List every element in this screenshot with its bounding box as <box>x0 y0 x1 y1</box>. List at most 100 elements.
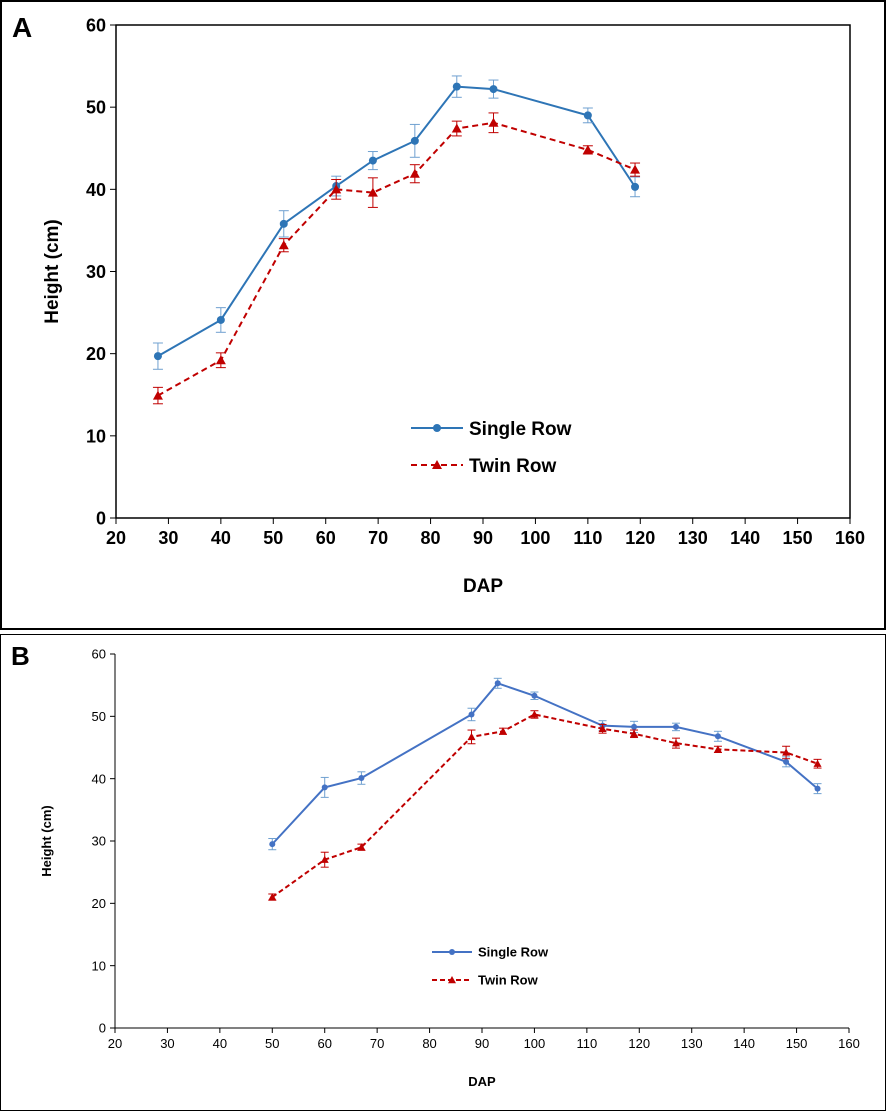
x-tick-label: 120 <box>628 1036 650 1051</box>
x-tick-label: 80 <box>422 1036 436 1051</box>
x-tick-label: 160 <box>835 528 865 548</box>
data-point-twin-row <box>582 144 593 154</box>
x-tick-label: 70 <box>370 1036 384 1051</box>
data-point-single-row <box>452 82 461 91</box>
data-point-twin-row <box>713 745 722 753</box>
x-tick-label: 20 <box>106 528 126 548</box>
data-point-single-row <box>368 156 377 165</box>
series-line-twin-row <box>157 121 636 397</box>
data-point-single-row <box>494 680 501 687</box>
data-point-twin-row <box>357 843 366 851</box>
y-tick-label: 30 <box>92 834 106 849</box>
y-tick-label: 50 <box>92 709 106 724</box>
data-point-single-row <box>269 841 276 848</box>
x-tick-label: 40 <box>213 1036 227 1051</box>
legend-label-single-row: Single Row <box>478 945 549 960</box>
legend-label-twin-row: Twin Row <box>478 973 539 988</box>
x-tick-label: 110 <box>573 528 602 548</box>
data-point-single-row <box>153 352 162 361</box>
x-tick-label: 30 <box>158 528 178 548</box>
data-point-twin-row <box>813 759 822 767</box>
y-axis-title: Height (cm) <box>42 219 63 324</box>
data-point-twin-row <box>152 390 163 400</box>
data-point-single-row <box>783 758 790 765</box>
legend-marker-single-row <box>449 949 455 955</box>
legend-marker-twin-row <box>432 460 442 469</box>
x-tick-label: 40 <box>211 528 231 548</box>
data-point-single-row <box>814 785 821 792</box>
data-point-twin-row <box>409 168 420 178</box>
plot-area-frame <box>115 24 851 519</box>
x-tick-label: 160 <box>838 1036 860 1051</box>
legend-label-single-row: Single Row <box>469 419 572 440</box>
data-point-single-row <box>631 182 640 191</box>
data-point-single-row <box>631 723 638 730</box>
data-point-twin-row <box>331 184 342 194</box>
x-axis-title: DAP <box>463 576 503 597</box>
data-point-single-row <box>358 775 365 782</box>
data-point-twin-row <box>367 187 378 197</box>
y-tick-label: 20 <box>86 344 106 364</box>
data-point-twin-row <box>467 732 476 741</box>
data-point-twin-row <box>498 727 507 735</box>
panel-label-a: A <box>12 12 33 43</box>
y-tick-label: 60 <box>86 15 106 35</box>
y-tick-label: 60 <box>92 647 106 662</box>
x-tick-label: 60 <box>317 1036 331 1051</box>
x-tick-label: 80 <box>421 528 441 548</box>
x-tick-label: 50 <box>265 1036 279 1051</box>
data-point-single-row <box>672 723 679 730</box>
y-tick-label: 20 <box>92 896 106 911</box>
data-point-single-row <box>489 85 498 94</box>
y-axis-title: Height (cm) <box>39 805 54 877</box>
x-tick-label: 50 <box>263 528 283 548</box>
chart-b-svg: 0 10 20 30 40 50 60 20 30 40 50 60 70 80 90 100 110 120 13… <box>39 647 860 1089</box>
panel-label-b: B <box>11 641 30 671</box>
chart-panel-b: B 0 10 20 30 40 50 60 20 30 40 50 60 70 80 90 100 110 120… <box>0 634 886 1111</box>
series-line-twin-row <box>271 713 818 898</box>
data-point-single-row <box>279 219 288 228</box>
data-point-twin-row <box>488 117 499 127</box>
data-point-single-row <box>410 136 419 145</box>
x-tick-label: 60 <box>316 528 336 548</box>
y-tick-label: 30 <box>86 262 106 282</box>
data-point-single-row <box>531 692 538 699</box>
data-point-twin-row <box>598 724 607 732</box>
x-tick-label: 110 <box>576 1036 597 1051</box>
data-point-twin-row <box>782 748 791 756</box>
data-point-twin-row <box>320 855 329 863</box>
data-point-twin-row <box>530 710 539 718</box>
data-point-single-row <box>216 315 225 324</box>
data-point-twin-row <box>671 739 680 747</box>
data-point-twin-row <box>630 164 641 174</box>
data-point-twin-row <box>630 729 639 737</box>
x-tick-label: 100 <box>520 528 550 548</box>
x-tick-label: 90 <box>475 1036 489 1051</box>
x-tick-label: 140 <box>733 1036 755 1051</box>
y-tick-label: 40 <box>92 771 106 786</box>
chart-a-svg: 0 10 20 30 40 50 60 20 30 40 50 60 70 80 90 100 110 120 13… <box>42 15 865 597</box>
data-point-single-row <box>714 733 721 740</box>
legend-label-twin-row: Twin Row <box>469 456 556 477</box>
data-point-twin-row <box>215 355 226 365</box>
x-tick-label: 30 <box>160 1036 174 1051</box>
x-tick-label: 90 <box>473 528 493 548</box>
y-tick-label: 50 <box>86 98 106 118</box>
x-tick-label: 20 <box>108 1036 122 1051</box>
data-point-single-row <box>321 784 328 791</box>
y-tick-label: 0 <box>96 508 106 528</box>
x-tick-label: 140 <box>730 528 760 548</box>
x-tick-label: 120 <box>625 528 655 548</box>
chart-panel-a: A 0 10 20 30 40 50 60 20 30 40 50 60 70 80 90 100 110 120… <box>0 0 886 630</box>
data-point-single-row <box>468 711 475 718</box>
y-tick-label: 0 <box>99 1021 106 1036</box>
x-tick-label: 130 <box>681 1036 703 1051</box>
legend-marker-twin-row <box>448 976 456 984</box>
data-point-twin-row <box>278 240 289 250</box>
x-axis-title: DAP <box>468 1074 496 1089</box>
series-line-single-row <box>271 682 819 845</box>
series-line-single-row <box>157 85 636 357</box>
y-tick-label: 40 <box>86 180 106 200</box>
x-tick-label: 150 <box>786 1036 808 1051</box>
y-tick-label: 10 <box>92 958 106 973</box>
